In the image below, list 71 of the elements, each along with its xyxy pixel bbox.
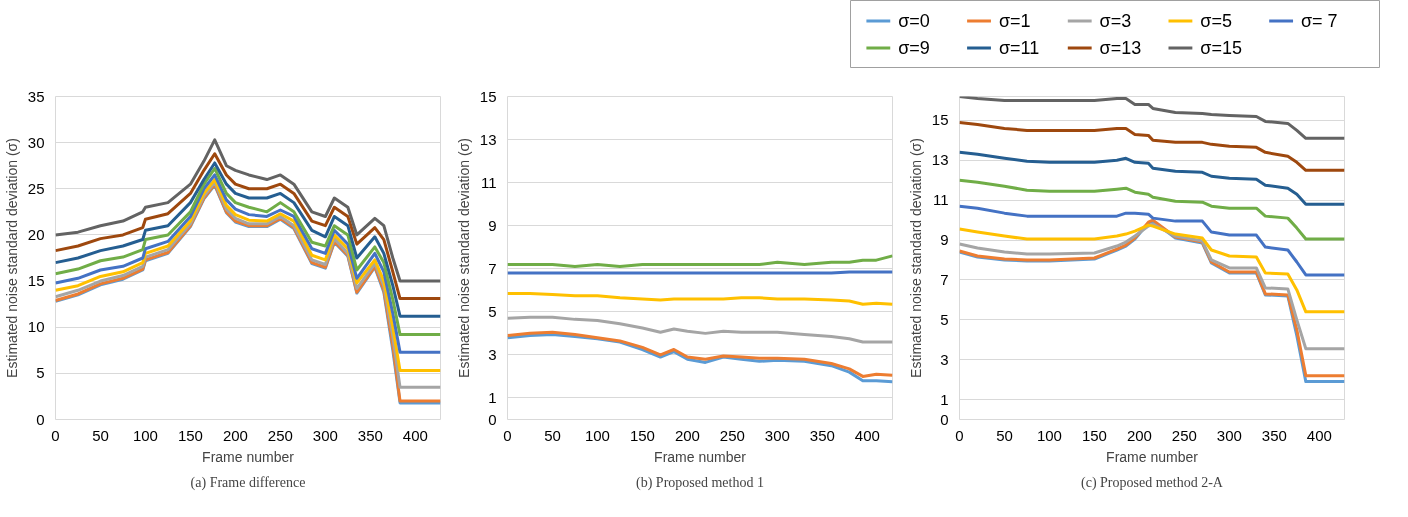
legend-label: σ=11 bbox=[998, 38, 1040, 59]
x-tick-label: 0 bbox=[51, 426, 60, 444]
x-axis-title: Frame number bbox=[202, 448, 295, 465]
x-tick-label: 200 bbox=[222, 426, 248, 444]
text: (c) Proposed method 2-A bbox=[1081, 474, 1224, 491]
x-tick-label: 250 bbox=[719, 426, 745, 444]
x-tick-label: 250 bbox=[1171, 426, 1197, 444]
x-tick-label: 400 bbox=[402, 426, 428, 444]
x-tick-label: 300 bbox=[1216, 426, 1242, 444]
y-tick-label: 3 bbox=[488, 345, 497, 363]
y-axis-title: Estimated noise standard deviation (σ) bbox=[907, 138, 924, 378]
y-tick-label: 7 bbox=[488, 259, 497, 277]
x-tick-label: 150 bbox=[177, 426, 203, 444]
legend-label: σ=5 bbox=[1200, 10, 1232, 31]
y-tick-label: 15 bbox=[931, 111, 949, 129]
y-tick-label: 5 bbox=[940, 310, 949, 328]
text: (b) Proposed method 1 bbox=[636, 474, 764, 491]
y-axis-title: Estimated noise standard deviation (σ) bbox=[455, 138, 472, 378]
y-tick-label: 1 bbox=[940, 390, 949, 408]
x-tick-label: 250 bbox=[267, 426, 293, 444]
x-tick-label: 100 bbox=[132, 426, 158, 444]
x-tick-label: 150 bbox=[629, 426, 655, 444]
y-tick-label: 0 bbox=[940, 410, 949, 428]
x-tick-label: 50 bbox=[544, 426, 561, 444]
x-tick-label: 300 bbox=[764, 426, 790, 444]
y-tick-label: 9 bbox=[940, 231, 949, 249]
y-tick-label: 0 bbox=[36, 410, 45, 428]
legend-label: σ=0 bbox=[898, 10, 930, 31]
y-tick-label: 11 bbox=[932, 191, 949, 209]
y-tick-label: 1 bbox=[488, 388, 497, 406]
x-tick-label: 400 bbox=[1306, 426, 1332, 444]
x-tick-label: 100 bbox=[1036, 426, 1062, 444]
y-axis-title: Estimated noise standard deviation (σ) bbox=[3, 138, 20, 378]
legend-label: σ= 7 bbox=[1301, 10, 1338, 31]
y-tick-label: 5 bbox=[488, 302, 497, 320]
y-tick-label: 11 bbox=[480, 173, 497, 191]
y-tick-label: 15 bbox=[27, 272, 45, 290]
legend-label: σ=15 bbox=[1200, 38, 1242, 59]
x-tick-label: 0 bbox=[955, 426, 964, 444]
legend-label: σ=13 bbox=[1099, 38, 1142, 59]
legend-label: σ=3 bbox=[1099, 10, 1132, 31]
y-tick-label: 25 bbox=[27, 179, 45, 197]
x-tick-label: 50 bbox=[92, 426, 109, 444]
x-tick-label: 100 bbox=[584, 426, 610, 444]
y-tick-label: 30 bbox=[27, 133, 45, 151]
x-tick-label: 400 bbox=[854, 426, 880, 444]
y-tick-label: 20 bbox=[27, 225, 45, 243]
legend-label: σ=1 bbox=[998, 10, 1031, 31]
x-axis-title: Frame number bbox=[1106, 448, 1199, 465]
x-tick-label: 50 bbox=[996, 426, 1013, 444]
legend-label: σ=9 bbox=[898, 38, 930, 59]
x-axis-title: Frame number bbox=[654, 448, 747, 465]
y-tick-label: 5 bbox=[36, 364, 45, 382]
y-tick-label: 10 bbox=[27, 318, 45, 336]
y-tick-label: 13 bbox=[479, 130, 497, 148]
y-tick-label: 7 bbox=[940, 270, 949, 288]
x-tick-label: 200 bbox=[1126, 426, 1152, 444]
x-tick-label: 0 bbox=[503, 426, 512, 444]
x-tick-label: 150 bbox=[1081, 426, 1107, 444]
y-tick-label: 13 bbox=[931, 151, 949, 169]
y-tick-label: 9 bbox=[488, 216, 497, 234]
y-tick-label: 15 bbox=[479, 87, 497, 105]
text: (a) Frame difference bbox=[190, 474, 306, 491]
y-tick-label: 3 bbox=[940, 350, 949, 368]
y-tick-label: 35 bbox=[27, 87, 45, 105]
x-tick-label: 350 bbox=[357, 426, 383, 444]
x-tick-label: 300 bbox=[312, 426, 338, 444]
x-tick-label: 200 bbox=[674, 426, 700, 444]
x-tick-label: 350 bbox=[809, 426, 835, 444]
y-tick-label: 0 bbox=[488, 410, 497, 428]
x-tick-label: 350 bbox=[1261, 426, 1287, 444]
